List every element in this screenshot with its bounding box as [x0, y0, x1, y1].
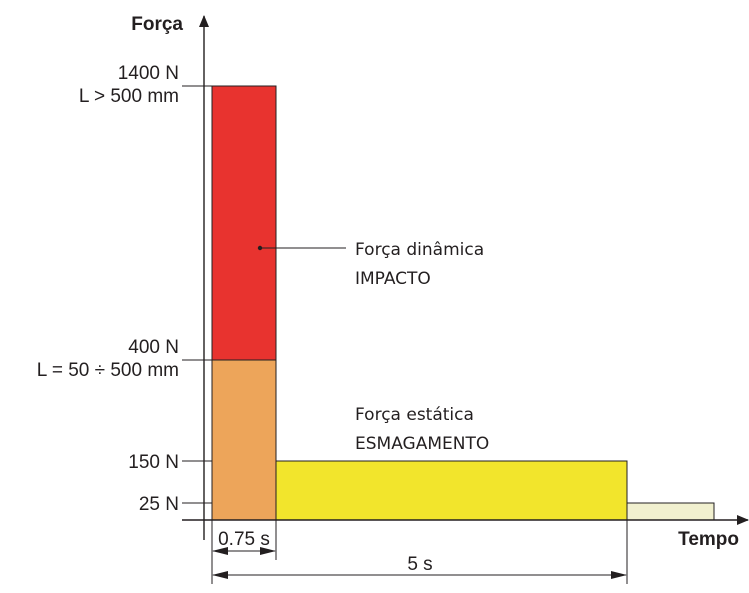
label-5s: 5 s	[407, 554, 432, 575]
annotation-static-title: Força estática	[355, 405, 474, 425]
label-400n: 400 N	[128, 337, 179, 358]
label-075s: 0.75 s	[218, 529, 270, 550]
dynamic-force-high-zone	[211, 85, 277, 361]
label-mid-condition: L = 50 ÷ 500 mm	[37, 360, 179, 381]
label-max-condition: L > 500 mm	[79, 86, 179, 107]
annotation-dynamic-title: Força dinâmica	[355, 240, 484, 260]
label-1400n: 1400 N	[118, 63, 179, 84]
dynamic-force-low-zone	[211, 359, 277, 521]
static-force-bar	[211, 460, 628, 521]
y-axis-title: Força	[131, 14, 183, 35]
x-axis-title: Tempo	[678, 529, 739, 550]
annotation-dynamic-subtitle: IMPACTO	[355, 269, 431, 289]
label-25n: 25 N	[139, 494, 179, 515]
annotation-static-subtitle: ESMAGAMENTO	[355, 434, 489, 454]
label-150n: 150 N	[128, 452, 179, 473]
